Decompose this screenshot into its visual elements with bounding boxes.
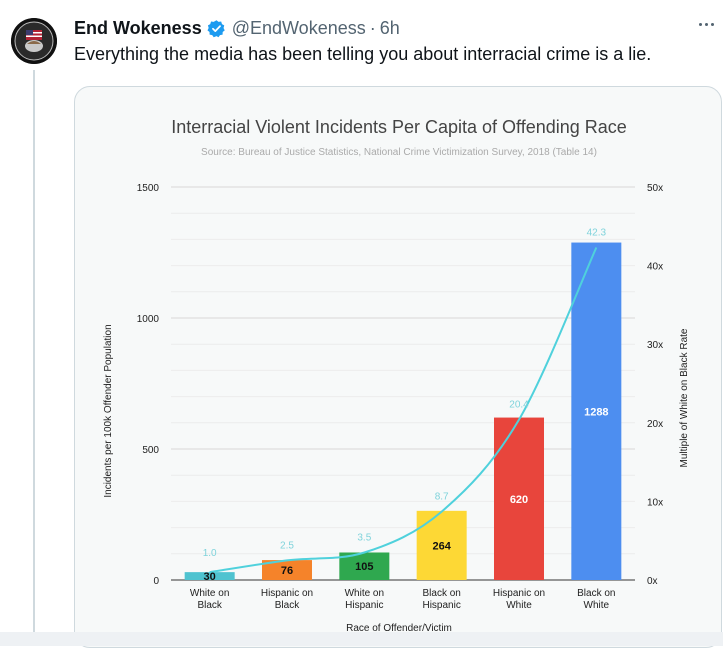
bar-value-label: 30 xyxy=(204,571,216,583)
timestamp[interactable]: 6h xyxy=(379,17,400,38)
bar xyxy=(184,572,235,580)
y-tick-label: 1000 xyxy=(137,314,160,325)
x-tick-label: Black on xyxy=(577,588,615,599)
y2-tick-label: 40x xyxy=(647,262,663,273)
x-tick-label: Hispanic xyxy=(345,600,383,611)
bar-value-label: 76 xyxy=(281,565,293,577)
multiple-label: 1.0 xyxy=(203,548,217,559)
y2-tick-label: 0x xyxy=(647,576,658,587)
y-tick-label: 1500 xyxy=(137,183,160,194)
multiple-label: 20.4 xyxy=(509,400,529,411)
y-tick-label: 0 xyxy=(153,576,159,587)
x-tick-label: Hispanic on xyxy=(493,588,545,599)
x-tick-label: White xyxy=(584,600,610,611)
x-tick-label: White xyxy=(506,600,532,611)
y2-tick-label: 20x xyxy=(647,419,663,430)
bar xyxy=(416,510,467,580)
display-name[interactable]: End Wokeness xyxy=(74,17,202,38)
x-tick-label: Hispanic xyxy=(422,600,460,611)
chart-subtitle: Source: Bureau of Justice Statistics, Na… xyxy=(201,147,597,158)
bar-value-label: 105 xyxy=(355,561,373,573)
handle[interactable]: @EndWokeness xyxy=(231,17,366,38)
bar-value-label: 264 xyxy=(432,540,451,552)
thread-line xyxy=(33,70,35,640)
tweet-text: Everything the media has been telling yo… xyxy=(74,44,652,64)
y2-axis-label: Multiple of White on Black Rate xyxy=(679,328,690,467)
x-tick-label: White on xyxy=(190,588,229,599)
bottom-divider xyxy=(0,632,723,646)
x-tick-label: Black on xyxy=(422,588,460,599)
x-tick-label: White on xyxy=(345,588,384,599)
y2-tick-label: 10x xyxy=(647,497,663,508)
chart-title: Interracial Violent Incidents Per Capita… xyxy=(171,117,627,137)
y2-tick-label: 50x xyxy=(647,183,663,194)
y-axis-label: Incidents per 100k Offender Population xyxy=(103,324,114,497)
y-tick-label: 500 xyxy=(142,445,159,456)
y2-tick-label: 30x xyxy=(647,340,663,351)
tweet-header: End Wokeness @EndWokeness · 6h xyxy=(74,16,703,40)
multiple-label: 3.5 xyxy=(357,532,371,543)
bar xyxy=(262,560,312,580)
x-tick-label: Black xyxy=(275,600,300,611)
multiple-label: 2.5 xyxy=(280,540,294,551)
x-tick-label: Black xyxy=(197,600,222,611)
bar xyxy=(571,242,622,580)
multiple-trend-line xyxy=(209,247,598,574)
x-axis-label: Race of Offender/Victim xyxy=(346,623,452,634)
multiple-label: 42.3 xyxy=(587,228,607,239)
verified-badge-icon xyxy=(207,19,226,38)
attached-chart-image[interactable]: Interracial Violent Incidents Per Capita… xyxy=(74,86,722,648)
bar-value-label: 1288 xyxy=(584,406,608,418)
bar-value-label: 620 xyxy=(510,494,528,506)
more-options-icon[interactable] xyxy=(695,14,717,34)
separator: · xyxy=(369,17,376,38)
multiple-label: 8.7 xyxy=(435,492,449,503)
chart: Interracial Violent Incidents Per Capita… xyxy=(103,117,690,634)
avatar[interactable] xyxy=(11,18,57,64)
x-tick-label: Hispanic on xyxy=(261,588,313,599)
